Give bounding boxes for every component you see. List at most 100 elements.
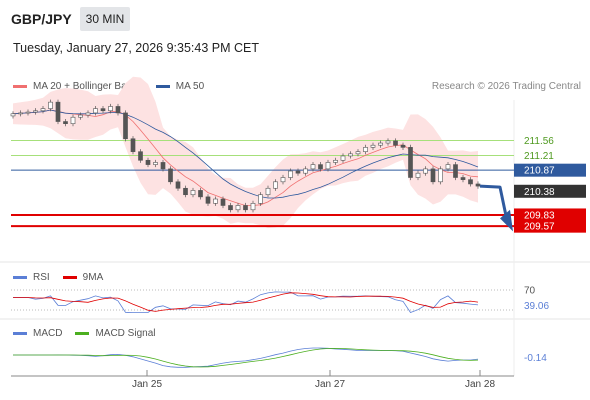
candle-body: [303, 168, 308, 174]
timestamp: Tuesday, January 27, 2026 9:35:43 PM CET: [13, 41, 259, 55]
candle-body: [213, 198, 218, 204]
candle-body: [250, 203, 256, 211]
candle-body: [288, 170, 293, 178]
candle-body: [340, 155, 346, 161]
level-label-box: [514, 163, 586, 177]
candle-body: [153, 162, 158, 165]
candle-body: [18, 112, 23, 115]
rsi-legend-label: RSI: [33, 272, 50, 283]
candle-body: [295, 170, 301, 174]
candle-body: [108, 106, 113, 112]
candle-body: [408, 147, 413, 178]
candle-body: [78, 114, 83, 118]
rsi-ma-legend-label: 9MA: [82, 272, 104, 283]
rsi-tick-70: 70: [524, 286, 536, 297]
bollinger-band-area: [13, 76, 478, 229]
level-label-resistance: 211.21: [524, 151, 554, 162]
candle-body: [310, 164, 316, 170]
candle-body: [393, 140, 398, 146]
candle-body: [25, 111, 31, 114]
candle-body: [363, 147, 368, 152]
candle-body: [145, 159, 151, 165]
candle-body: [423, 168, 428, 174]
macd-legend: MACD MACD Signal: [13, 328, 155, 339]
macd-legend-label: MACD: [33, 328, 63, 339]
candle-body: [333, 159, 338, 163]
x-axis-tick-label: Jan 25: [132, 379, 162, 390]
ma20-legend-label: MA 20 + Bollinger Bands: [33, 81, 143, 92]
level-label-support: 209.57: [524, 222, 555, 233]
candle-body: [205, 196, 211, 204]
ma50-legend-label: MA 50: [175, 81, 205, 92]
projection-arrowhead: [500, 209, 513, 232]
candle-body: [168, 168, 173, 183]
candle-body: [115, 106, 121, 114]
level-label-pivot: 210.87: [524, 166, 555, 177]
candle-body: [235, 205, 241, 211]
timeframe-badge[interactable]: 30 MIN: [80, 7, 130, 31]
level-label-resistance: 211.56: [524, 136, 554, 147]
macd-signal-swatch: [75, 332, 90, 335]
candle-body: [265, 187, 271, 196]
candle-body: [430, 168, 436, 183]
candle-body: [445, 164, 451, 170]
macd-swatch: [13, 332, 27, 335]
candle-body: [258, 194, 263, 204]
candle-body: [415, 172, 421, 178]
candle-body: [355, 151, 361, 155]
level-label-last: 210.38: [524, 187, 555, 198]
candle-body: [318, 164, 323, 170]
candle-body: [130, 138, 136, 152]
symbol-title: GBP/JPY: [11, 11, 72, 27]
candle-body: [400, 144, 406, 148]
level-label-box: [514, 184, 586, 198]
level-label-support: 209.83: [524, 210, 555, 221]
candle-body: [378, 142, 383, 146]
candle-body: [460, 177, 466, 180]
ma20-swatch: [13, 85, 27, 88]
candle-body: [273, 181, 278, 189]
x-axis-tick-label: Jan 27: [315, 379, 345, 390]
candle-body: [10, 113, 16, 117]
candle-body: [325, 162, 331, 170]
candle-body: [100, 108, 106, 112]
price-legend: MA 20 + Bollinger Bands MA 50: [13, 81, 204, 92]
candle-body: [385, 140, 391, 144]
candle-body: [280, 177, 286, 183]
candle-body: [370, 144, 376, 148]
candle-body: [55, 101, 61, 122]
rsi-ma-swatch: [62, 276, 77, 279]
candle-body: [40, 108, 46, 112]
candle-body: [160, 162, 166, 170]
candle-body: [183, 187, 188, 196]
rsi-line: [13, 291, 479, 313]
candle-body: [475, 183, 481, 187]
candle-body: [138, 151, 143, 161]
candle-body: [190, 190, 196, 196]
level-label-box: [514, 208, 586, 222]
candle-body: [70, 116, 76, 124]
rsi-legend: RSI 9MA: [13, 272, 103, 283]
macd-signal-line: [13, 347, 479, 368]
candle-body: [468, 179, 473, 185]
level-label-box: [514, 219, 586, 233]
candle-body: [93, 108, 98, 114]
candle-body: [453, 164, 458, 178]
candle-body: [243, 205, 248, 211]
credit: Research © 2026 Trading Central: [431, 81, 581, 92]
candle-body: [63, 121, 68, 124]
projection-arrow: [479, 184, 509, 221]
candle-body: [438, 168, 443, 183]
ma50-line: [12, 109, 479, 199]
candle-body: [228, 205, 233, 211]
candle-body: [33, 110, 38, 113]
rsi-ma-line: [13, 292, 479, 312]
candle-body: [123, 112, 128, 140]
macd-value-label: -0.14: [524, 353, 547, 364]
ma50-swatch: [155, 85, 170, 88]
x-axis-tick-label: Jan 28: [465, 379, 495, 390]
candle-body: [175, 181, 181, 189]
candle-body: [348, 153, 353, 157]
candle-body: [220, 198, 226, 206]
